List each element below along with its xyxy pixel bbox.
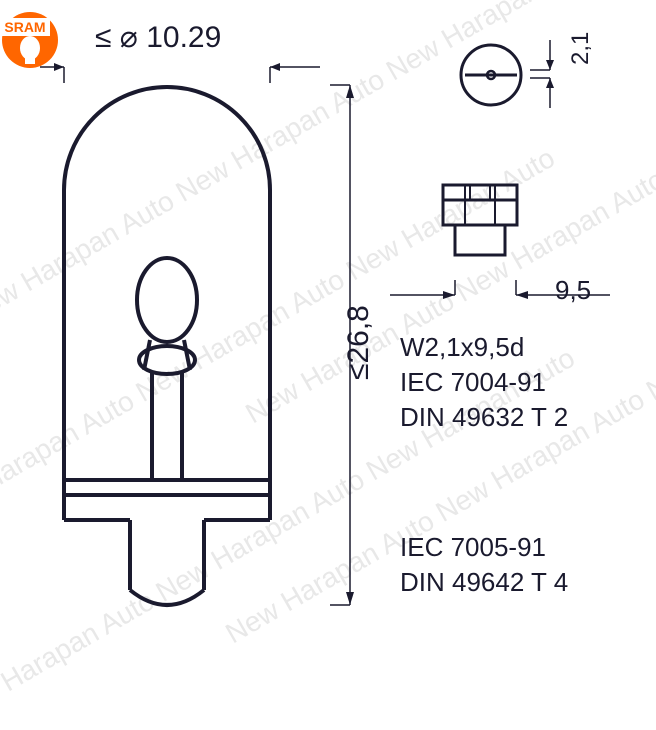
spec-line: DIN 49642 T 4 — [400, 565, 568, 600]
spec-line: DIN 49632 T 2 — [400, 400, 568, 435]
logo-text: SRAM — [4, 19, 45, 35]
spec-line: W2,1x9,5d — [400, 330, 568, 365]
brand-logo: SRAM — [0, 10, 60, 70]
spec-block-1: W2,1x9,5d IEC 7004-91 DIN 49632 T 2 — [400, 330, 568, 435]
bulb-base-view — [425, 170, 535, 285]
diameter-label: ≤ ⌀ 10.29 — [95, 20, 221, 55]
spec-line: IEC 7004-91 — [400, 365, 568, 400]
base-width-label: 9,5 — [555, 275, 591, 306]
bulb-main-view — [40, 60, 300, 625]
spec-block-2: IEC 7005-91 DIN 49642 T 4 — [400, 530, 568, 600]
pin-thickness-label: 2,1 — [567, 32, 595, 65]
bulb-end-view — [455, 35, 535, 120]
spec-line: IEC 7005-91 — [400, 530, 568, 565]
